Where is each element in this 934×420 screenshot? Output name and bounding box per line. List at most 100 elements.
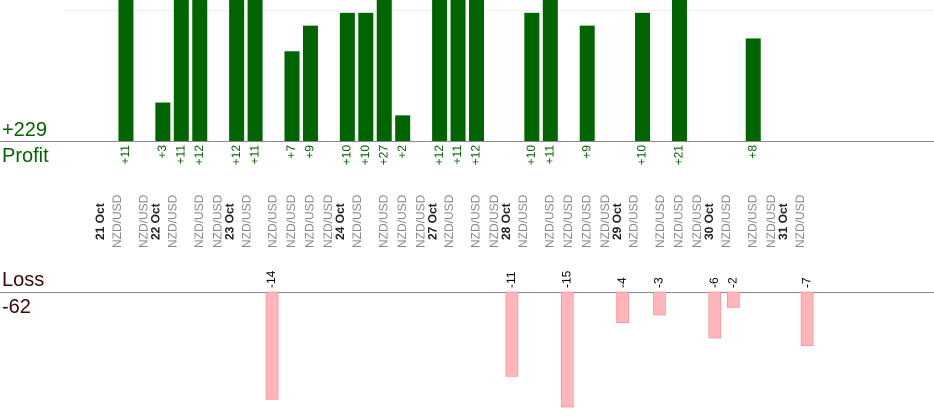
profit-bar (524, 12, 540, 142)
profit-bar (155, 102, 171, 141)
loss-value-label: -15 (559, 270, 573, 288)
loss-bar (708, 291, 722, 339)
profit-bar (579, 25, 595, 141)
pair-label: NZD/USD (210, 194, 224, 248)
pair-label: NZD/USD (745, 194, 759, 248)
pair-label: NZD/USD (413, 194, 427, 248)
pair-label: NZD/USD (627, 194, 641, 248)
profit-label: Profit (2, 145, 49, 167)
profit-bar (173, 0, 189, 141)
profit-bar (339, 12, 355, 142)
pair-label: NZD/USD (110, 194, 124, 248)
profit-value-label: +10 (358, 145, 372, 166)
profit-value-label: +10 (340, 145, 354, 166)
pair-label: NZD/USD (793, 194, 807, 248)
profit-bar (302, 25, 318, 141)
profit-bar (542, 0, 558, 141)
pair-label: NZD/USD (542, 194, 556, 248)
loss-bar (560, 291, 574, 408)
pair-label: NZD/USD (719, 194, 733, 248)
loss-value-label: -6 (707, 277, 721, 288)
profit-bar (358, 12, 374, 142)
pair-label: NZD/USD (690, 194, 704, 248)
profit-bar (192, 0, 208, 141)
loss-value-label: -11 (504, 271, 518, 288)
pair-label: NZD/USD (672, 194, 686, 248)
pair-label: NZD/USD (266, 194, 280, 248)
loss-value-label: -4 (615, 277, 629, 288)
loss-bar (726, 291, 740, 308)
profit-value-label: +11 (450, 145, 464, 165)
profit-value-label: +10 (524, 145, 538, 166)
date-label: 28 Oct (499, 203, 513, 240)
date-label: 21 Oct (93, 203, 107, 240)
profit-value-label: +2 (395, 145, 409, 159)
profit-value-label: +12 (192, 145, 206, 166)
pair-label: NZD/USD (442, 194, 456, 248)
pair-label: NZD/USD (303, 194, 317, 248)
loss-bar (616, 291, 629, 323)
pair-label: NZD/USD (321, 194, 335, 248)
loss-value-label: -7 (799, 277, 813, 288)
profit-bar (469, 0, 484, 141)
pair-label: NZD/USD (561, 194, 575, 248)
pair-label: NZD/USD (516, 194, 530, 248)
pair-label: NZD/USD (239, 194, 253, 248)
profit-value-label: +8 (745, 145, 759, 159)
profit-value-label: +9 (579, 145, 593, 159)
profit-value-label: +27 (376, 145, 390, 166)
pair-label: NZD/USD (579, 194, 593, 248)
profit-value-label: +12 (469, 145, 483, 166)
profit-value-label: +9 (303, 145, 317, 159)
profit-bar (450, 0, 466, 141)
profit-bar (118, 0, 134, 141)
profit-bar (635, 12, 651, 142)
loss-total: -62 (2, 296, 31, 318)
pair-label: NZD/USD (395, 194, 409, 248)
pair-label: NZD/USD (137, 194, 151, 248)
date-label: 27 Oct (425, 203, 439, 240)
profit-value-label: +11 (542, 145, 556, 165)
profit-bar (671, 0, 687, 141)
profit-value-label: +12 (432, 145, 446, 166)
pair-label: NZD/USD (469, 194, 483, 248)
profit-bar (229, 0, 245, 141)
pair-label: NZD/USD (350, 194, 364, 248)
date-label: 29 Oct (610, 203, 624, 240)
profit-value-label: +3 (155, 145, 169, 159)
profit-bar (247, 0, 263, 141)
date-label: 31 Oct (776, 203, 790, 240)
profit-total: +229 (2, 119, 48, 141)
date-label: 30 Oct (702, 203, 716, 240)
profit-value-label: +21 (672, 145, 686, 166)
profit-value-label: +12 (229, 145, 243, 166)
date-label: 24 Oct (333, 203, 347, 240)
profit-bar (432, 0, 448, 141)
date-label: 22 Oct (149, 203, 163, 240)
profit-value-label: +11 (247, 145, 261, 165)
loss-bar (505, 291, 519, 377)
loss-bar (265, 291, 279, 400)
loss-value-label: -3 (652, 277, 666, 288)
pair-label: NZD/USD (487, 194, 501, 248)
profit-value-label: +10 (635, 145, 649, 166)
pair-label: NZD/USD (192, 194, 206, 248)
profit-value-label: +7 (284, 145, 298, 159)
loss-value-label: -2 (725, 277, 739, 288)
pair-label: NZD/USD (764, 194, 778, 248)
profit-bar (284, 51, 300, 141)
profit-bar (395, 115, 411, 141)
loss-label: Loss (2, 269, 45, 291)
profit-bar (376, 0, 392, 141)
profit-bar (745, 38, 761, 141)
pair-label: NZD/USD (284, 194, 298, 248)
pair-label: NZD/USD (598, 194, 612, 248)
profit-value-label: +11 (173, 145, 187, 165)
loss-value-label: -14 (264, 270, 278, 288)
pair-label: NZD/USD (653, 194, 667, 248)
loss-bar (653, 291, 666, 316)
pair-label: NZD/USD (376, 194, 390, 248)
profit-value-label: +11 (118, 145, 132, 165)
date-label: 23 Oct (222, 203, 236, 240)
